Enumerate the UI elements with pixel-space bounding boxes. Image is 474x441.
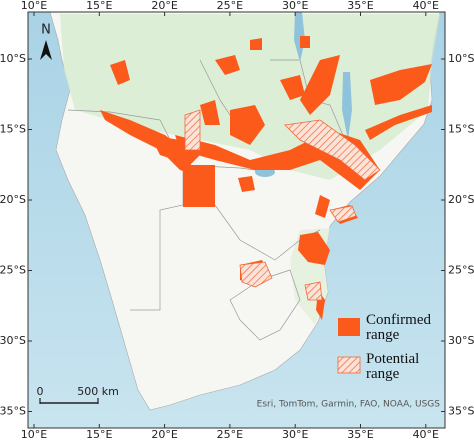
longitude-label: 35°E (347, 428, 373, 441)
latitude-label: 35°S (0, 405, 26, 418)
map-body (28, 12, 445, 428)
latitude-label: 15°S (0, 123, 26, 136)
longitude-label: 40°E (413, 428, 439, 441)
longitude-label: 10°E (21, 0, 47, 12)
latitude-label: 10°S (0, 52, 26, 65)
map-frame (27, 11, 446, 429)
north-arrow-label: N (41, 23, 51, 38)
longitude-label: 35°E (347, 0, 373, 12)
longitude-label: 10°E (21, 428, 47, 441)
longitude-label: 30°E (282, 0, 308, 12)
scale-end: 500 km (77, 385, 119, 398)
latitude-label: 20°S (0, 193, 26, 206)
latitude-label: 30°S (448, 334, 474, 347)
longitude-label: 25°E (217, 428, 243, 441)
longitude-label: 20°E (151, 428, 177, 441)
latitude-label: 30°S (0, 334, 26, 347)
scale-start: 0 (37, 385, 44, 398)
attribution: Esri, TomTom, Garmin, FAO, NOAA, USGS (257, 400, 441, 410)
latitude-label: 10°S (448, 52, 474, 65)
longitude-label: 15°E (86, 0, 112, 12)
latitude-label: 35°S (448, 405, 474, 418)
legend-swatch-potential (337, 356, 361, 374)
latitude-label: 25°S (0, 264, 26, 277)
longitude-label: 25°E (217, 0, 243, 12)
longitude-label: 20°E (151, 0, 177, 12)
latitude-label: 20°S (448, 193, 474, 206)
longitude-label: 15°E (86, 428, 112, 441)
latitude-label: 25°S (448, 264, 474, 277)
latitude-label: 15°S (448, 123, 474, 136)
north-arrow-icon (40, 40, 52, 60)
legend-swatch-confirmed (338, 318, 360, 336)
legend-label: Potential range (366, 351, 420, 382)
potential-range (184, 109, 381, 301)
longitude-label: 40°E (413, 0, 439, 12)
longitude-label: 30°E (282, 428, 308, 441)
legend-label: Confirmed range (366, 312, 431, 343)
